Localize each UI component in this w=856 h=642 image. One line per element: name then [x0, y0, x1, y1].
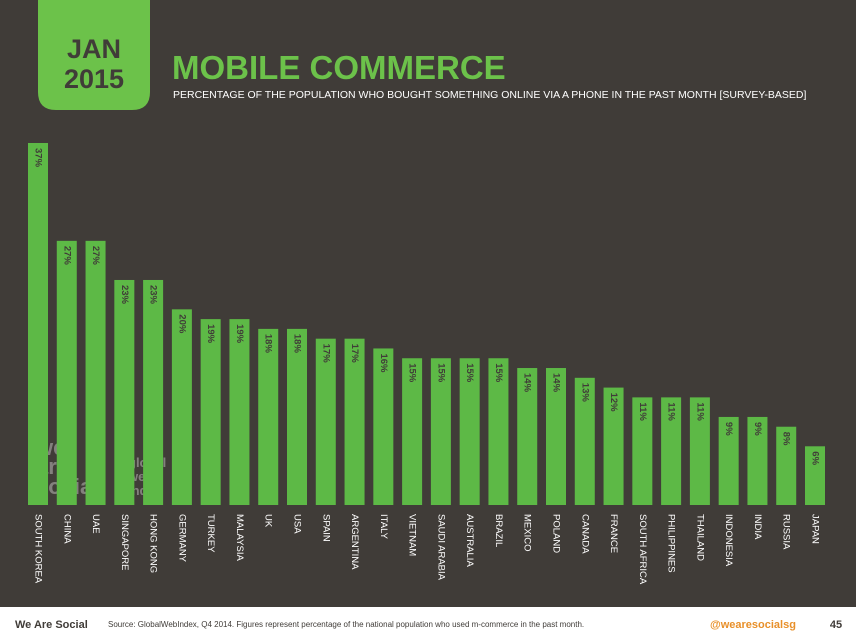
value-label: 16%	[378, 353, 389, 373]
value-label: 13%	[579, 383, 590, 403]
bar	[632, 397, 653, 505]
bar	[229, 319, 250, 505]
bar	[776, 426, 797, 505]
value-label: 27%	[61, 246, 72, 266]
footer-band	[0, 607, 856, 642]
bar	[200, 319, 221, 505]
badge-year: 2015	[64, 64, 124, 94]
x-tick-label: FRANCE	[608, 514, 619, 553]
bar	[805, 446, 825, 505]
value-label: 23%	[119, 285, 130, 305]
value-label: 19%	[205, 324, 216, 344]
value-label: 19%	[234, 324, 245, 344]
value-label: 9%	[723, 422, 734, 436]
bar	[373, 348, 394, 505]
value-label: 6%	[809, 451, 820, 465]
bars: 37% SOUTH KOREA 27% CHINA 27% UAE 23% SINGAPORE…	[28, 143, 825, 585]
x-tick-label: CHINA	[61, 514, 72, 544]
value-label: 15%	[435, 363, 446, 383]
value-label: 37%	[32, 148, 43, 168]
x-tick-label: UAE	[90, 514, 101, 534]
x-tick-label: SAUDI ARABIA	[435, 514, 446, 581]
bar	[114, 279, 135, 505]
bar	[603, 387, 624, 505]
value-label: 17%	[320, 344, 331, 364]
value-label: 11%	[666, 402, 677, 421]
x-tick-label: ARGENTINA	[349, 514, 360, 570]
x-tick-label: THAILAND	[694, 514, 705, 561]
value-label: 14%	[550, 373, 561, 393]
x-tick-label: BRAZIL	[493, 514, 504, 547]
bar	[661, 397, 682, 505]
x-tick-label: INDIA	[752, 514, 763, 540]
x-tick-label: PHILIPPINES	[666, 514, 677, 573]
x-tick-label: POLAND	[550, 514, 561, 553]
bar	[718, 416, 739, 505]
x-tick-label: SINGAPORE	[119, 514, 130, 571]
bar	[488, 358, 509, 505]
value-label: 20%	[176, 314, 187, 334]
footer-handle: @wearesocialsg	[710, 619, 796, 631]
bar	[689, 397, 710, 505]
bar	[402, 358, 423, 505]
x-tick-label: JAPAN	[809, 514, 820, 544]
footer-source: Source: GlobalWebIndex, Q4 2014. Figures…	[108, 620, 584, 629]
bar	[85, 240, 106, 506]
value-label: 18%	[291, 334, 302, 354]
value-label: 12%	[608, 393, 619, 413]
x-tick-label: MEXICO	[522, 514, 533, 551]
page-number: 45	[830, 619, 842, 631]
chart-title: MOBILE COMMERCE	[172, 49, 506, 86]
value-label: 27%	[90, 246, 101, 266]
bar	[517, 368, 538, 505]
x-tick-label: RUSSIA	[781, 514, 792, 550]
value-label: 15%	[407, 363, 418, 383]
bar	[143, 279, 164, 505]
bar	[315, 338, 336, 505]
x-tick-label: INDONESIA	[723, 514, 734, 567]
badge-month: JAN	[67, 34, 121, 64]
value-label: 15%	[493, 363, 504, 383]
x-tick-label: HONG KONG	[148, 514, 159, 573]
x-tick-label: SPAIN	[320, 514, 331, 542]
value-label: 11%	[637, 402, 648, 421]
x-tick-label: ITALY	[378, 514, 389, 540]
x-tick-label: UK	[263, 514, 274, 528]
value-label: 23%	[148, 285, 159, 305]
bar	[287, 328, 307, 505]
bar	[747, 416, 768, 505]
x-tick-label: CANADA	[579, 514, 590, 554]
x-tick-label: SOUTH AFRICA	[637, 514, 648, 585]
bar	[574, 377, 595, 505]
bar	[258, 328, 279, 505]
x-tick-label: MALAYSIA	[234, 514, 245, 561]
footer-brand: We Are Social	[15, 619, 88, 631]
value-label: 8%	[781, 432, 792, 446]
bar	[28, 143, 48, 505]
value-label: 14%	[522, 373, 533, 393]
bar	[546, 368, 566, 505]
bar	[344, 338, 365, 505]
x-tick-label: VIETNAM	[407, 514, 418, 556]
bar	[459, 358, 480, 505]
x-tick-label: TURKEY	[205, 514, 216, 553]
bar	[430, 358, 451, 505]
value-label: 9%	[752, 422, 763, 436]
value-label: 17%	[349, 344, 360, 364]
bar	[171, 309, 192, 505]
x-tick-label: GERMANY	[176, 514, 187, 563]
value-label: 11%	[694, 402, 705, 421]
x-tick-label: AUSTRALIA	[464, 514, 475, 567]
chart-subtitle: PERCENTAGE OF THE POPULATION WHO BOUGHT …	[173, 89, 807, 101]
date-badge	[38, 0, 150, 110]
value-label: 18%	[263, 334, 274, 354]
x-tick-label: SOUTH KOREA	[32, 514, 43, 584]
x-tick-label: USA	[291, 514, 302, 534]
value-label: 15%	[464, 363, 475, 383]
bar	[56, 240, 77, 506]
